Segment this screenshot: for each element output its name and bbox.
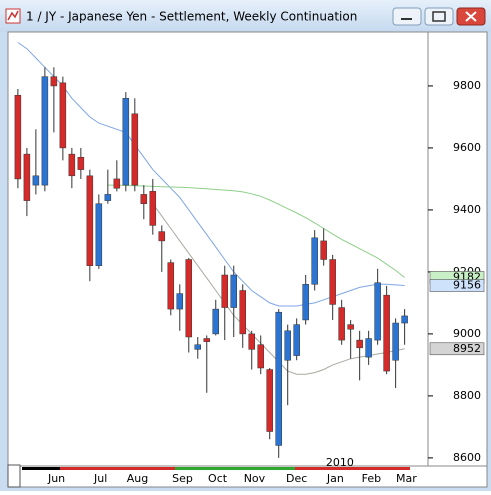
y-tick-label: 9800 <box>453 79 481 92</box>
close-glyph <box>465 11 477 22</box>
candle-body <box>392 322 399 361</box>
candle-body <box>176 293 184 310</box>
candle-body <box>104 194 112 201</box>
candle-body <box>320 240 327 260</box>
candle-body <box>257 344 264 369</box>
x-tick-label: Jul <box>93 472 107 485</box>
candle-body <box>401 315 408 324</box>
candle-body <box>59 82 67 149</box>
candle-body <box>374 282 381 341</box>
x-tick-label: Feb <box>362 472 381 485</box>
month-stripe <box>60 467 175 470</box>
candle-body <box>383 294 390 372</box>
candle-body <box>41 76 49 186</box>
candle-body <box>77 156 85 170</box>
candle-body <box>32 175 40 186</box>
price-label: 9156 <box>453 279 481 292</box>
candle-body <box>248 333 255 350</box>
candle-body <box>185 259 193 338</box>
x-tick-label: Oct <box>208 472 228 485</box>
candle-body <box>86 175 94 266</box>
x-tick-label: Jan <box>326 472 344 485</box>
maximize-button[interactable] <box>424 7 454 26</box>
month-stripe <box>175 467 295 470</box>
candle-body <box>347 324 354 330</box>
candle-body <box>239 290 246 335</box>
x-tick-label: Aug <box>127 472 148 485</box>
candle-body <box>230 274 237 308</box>
price-label: 8952 <box>453 342 481 355</box>
candle-body <box>365 338 372 358</box>
price-label-box <box>429 342 485 356</box>
candle-body <box>14 94 22 180</box>
y-tick-label: 9400 <box>453 203 481 216</box>
minimize-button[interactable] <box>392 7 422 26</box>
corner-box <box>7 464 21 488</box>
price-axis <box>427 31 488 467</box>
y-tick-label: 9000 <box>453 327 481 340</box>
candle-body <box>329 259 336 305</box>
y-tick-label: 9600 <box>453 141 481 154</box>
price-label-box <box>429 279 485 292</box>
candle-body <box>68 153 76 177</box>
candle-body <box>338 307 345 341</box>
y-tick-label: 8600 <box>453 451 481 464</box>
candle-body <box>149 191 157 226</box>
month-stripe <box>22 467 60 470</box>
y-tick-label: 8800 <box>453 389 481 402</box>
candle-body <box>302 284 309 321</box>
x-tick-label: Jun <box>47 472 65 485</box>
candle-body <box>122 98 130 186</box>
candle-body <box>275 311 282 446</box>
moving-average <box>17 42 405 307</box>
window-title: 1 / JY - Japanese Yen - Settlement, Week… <box>26 10 357 24</box>
candle-body <box>50 76 58 87</box>
month-stripe <box>295 467 410 470</box>
maximize-glyph <box>432 11 446 22</box>
candle-body <box>293 324 300 356</box>
candle-body <box>158 231 166 242</box>
candle-body <box>23 153 31 201</box>
candle-body <box>203 338 211 342</box>
candle-body <box>284 330 291 361</box>
year-label: 2010 <box>326 456 354 469</box>
candle-body <box>194 344 202 350</box>
x-tick-label: Dec <box>286 472 307 485</box>
candle-body <box>95 203 103 266</box>
app-icon-glyph <box>7 10 19 21</box>
candle-body <box>113 178 121 189</box>
x-tick-label: Sep <box>172 472 193 485</box>
candle-body <box>212 308 220 335</box>
x-tick-label: Nov <box>244 472 266 485</box>
candle-body <box>311 237 318 285</box>
candle-body <box>131 113 139 186</box>
candle-body <box>221 274 228 308</box>
candle-body <box>167 262 175 310</box>
candle-body <box>140 194 148 204</box>
moving-average <box>107 184 405 278</box>
candle-body <box>266 369 273 432</box>
x-tick-label: Mar <box>396 472 417 485</box>
candle-body <box>356 339 363 349</box>
